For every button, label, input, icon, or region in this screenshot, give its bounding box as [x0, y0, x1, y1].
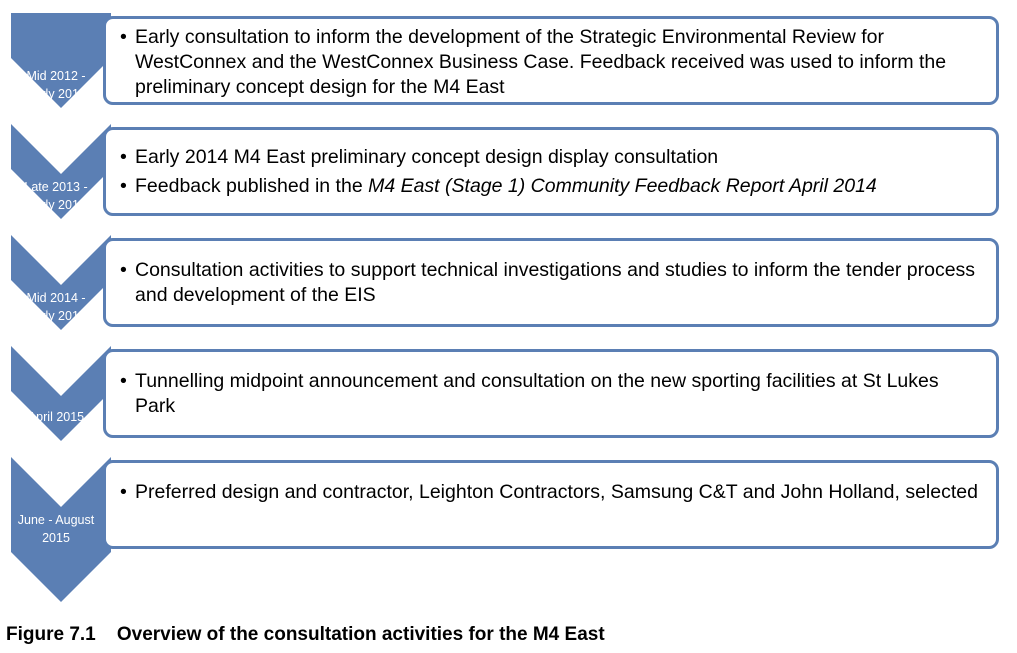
stage-2-box: • Early 2014 M4 East preliminary concept… [103, 127, 999, 216]
stage-1-item-1: • Early consultation to inform the devel… [120, 25, 984, 100]
bullet: • [120, 146, 127, 168]
stage-3-item-1-text: Consultation activities to support techn… [135, 259, 976, 306]
stage-4-period-line1: April 2015 [27, 410, 85, 424]
chevron-stage-3 [11, 235, 111, 330]
chevron-stage-2 [11, 124, 111, 219]
bullet: • [120, 259, 127, 281]
stage-1-period-line1: Mid 2012 - [26, 69, 86, 83]
chevron-stage-5 [11, 457, 111, 602]
bullet: • [120, 175, 127, 197]
stage-1-period-line2: Early 2013 [26, 87, 86, 101]
stage-5-item-1-text: Preferred design and contractor, Leighto… [135, 481, 978, 503]
stage-3-period-line1: Mid 2014 - [26, 291, 86, 305]
stage-4-period: April 2015 [10, 408, 102, 426]
stage-1-item-1-text: Early consultation to inform the develop… [135, 26, 947, 98]
stage-5-period-line2: 2015 [42, 531, 70, 545]
stage-3-period: Mid 2014 - Early 2015 [10, 289, 102, 325]
figure-title: Overview of the consultation activities … [116, 624, 605, 645]
stage-3-period-line2: Early 2015 [26, 309, 86, 323]
stage-2-item-1-text: Early 2014 M4 East preliminary concept d… [135, 146, 719, 168]
stage-3-item-1: • Consultation activities to support tec… [120, 258, 984, 308]
stage-4-item-1: • Tunnelling midpoint announcement and c… [120, 369, 984, 419]
stage-2-period-line2: Early 2014 [26, 198, 86, 212]
bullet: • [120, 481, 127, 503]
stage-2-period: Late 2013 - Early 2014 [10, 178, 102, 214]
stage-2-item-2-prefix: Feedback published in the [135, 175, 369, 197]
stage-2-item-1: • Early 2014 M4 East preliminary concept… [120, 145, 984, 170]
figure-caption: Figure 7.1 Overview of the consultation … [6, 624, 605, 646]
chevron-stage-4 [11, 346, 111, 441]
bullet: • [120, 370, 127, 392]
stage-4-item-1-text: Tunnelling midpoint announcement and con… [135, 370, 939, 417]
stage-5-item-1: • Preferred design and contractor, Leigh… [120, 480, 984, 505]
stage-2-period-line1: Late 2013 - [24, 180, 88, 194]
stage-5-period-line1: June - August [17, 513, 95, 527]
stage-5-period: June - August 2015 [10, 511, 102, 547]
chevron-stage-1 [11, 13, 111, 108]
stage-4-box: • Tunnelling midpoint announcement and c… [103, 349, 999, 438]
stage-3-box: • Consultation activities to support tec… [103, 238, 999, 327]
figure-number: Figure 7.1 [6, 624, 96, 645]
stage-1-box: • Early consultation to inform the devel… [103, 16, 999, 105]
report-title: M4 East (Stage 1) Community Feedback Rep… [368, 175, 877, 197]
stage-2-item-2: • Feedback published in the M4 East (Sta… [120, 174, 984, 199]
stage-1-period: Mid 2012 - Early 2013 [10, 67, 102, 103]
stage-5-box: • Preferred design and contractor, Leigh… [103, 460, 999, 549]
bullet: • [120, 26, 127, 48]
